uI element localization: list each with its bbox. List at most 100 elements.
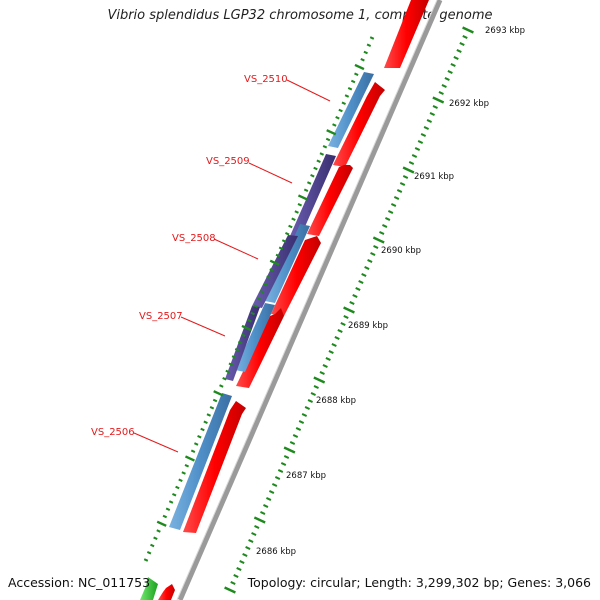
scale-minor-tick — [263, 504, 269, 508]
scale-minor-tick — [420, 133, 427, 137]
feature-dot — [209, 406, 215, 410]
feature-dot — [222, 377, 227, 381]
scale-major-tick — [343, 306, 355, 314]
feature-dot — [347, 87, 353, 91]
scale-major-tick — [224, 586, 236, 594]
feature-dot — [269, 268, 274, 272]
gene-label: VS_2509 — [206, 156, 250, 167]
scale-minor-tick — [283, 455, 290, 459]
feature-dot — [354, 72, 359, 76]
scale-minor-tick — [245, 546, 251, 550]
feature-dot — [206, 413, 212, 417]
feature-dot — [213, 390, 224, 397]
scale-minor-tick — [230, 581, 236, 585]
scale-minor-tick — [236, 567, 242, 571]
feature-dot — [143, 558, 149, 562]
scale-major-tick — [402, 166, 415, 174]
feature-dot — [250, 311, 255, 316]
feature-dot — [156, 520, 167, 527]
scale-minor-tick — [373, 245, 379, 249]
feature-dot — [291, 217, 296, 221]
scale-minor-tick — [239, 560, 245, 564]
scale-minor-tick — [325, 357, 331, 361]
scale-minor-tick — [307, 399, 313, 403]
feature-dot — [253, 304, 259, 308]
blast-hit-block — [328, 72, 374, 148]
feature-dot — [278, 246, 284, 250]
scale-minor-tick — [295, 427, 302, 431]
scale-minor-tick — [385, 217, 391, 221]
scale-minor-tick — [313, 385, 319, 389]
scale-minor-tick — [387, 210, 394, 214]
scale-major-tick — [462, 26, 474, 34]
gene-leader — [248, 162, 293, 184]
accession-text: Accession: NC_011753 — [8, 575, 151, 590]
feature-dot — [184, 455, 195, 462]
feature-dot — [228, 362, 233, 366]
gene-label: VS_2507 — [139, 311, 183, 322]
scale-minor-tick — [310, 392, 316, 396]
cds-arrow — [307, 165, 353, 236]
scale-minor-tick — [251, 532, 257, 536]
feature-dot — [241, 333, 246, 337]
feature-dot — [247, 319, 252, 323]
feature-dot — [241, 324, 252, 332]
gene-leader — [180, 316, 226, 337]
cds-arrow — [158, 584, 175, 600]
feature-dot — [153, 536, 158, 540]
feature-dot — [181, 471, 186, 475]
scale-minor-tick — [414, 147, 421, 151]
cds-arrow — [236, 308, 284, 388]
cds-arrow — [271, 236, 321, 316]
feature-dot — [175, 485, 180, 490]
scale-label: 2686 kbp — [256, 547, 296, 557]
scale-minor-tick — [444, 77, 450, 81]
scale-minor-tick — [402, 175, 409, 179]
scale-label: 2692 kbp — [449, 99, 489, 109]
feature-dot — [200, 427, 205, 432]
feature-dot — [335, 116, 340, 120]
feature-dot — [319, 152, 325, 156]
scale-minor-tick — [352, 294, 358, 298]
feature-dot — [237, 340, 243, 345]
scale-minor-tick — [268, 490, 275, 494]
genome-summary-text: Topology: circular; Length: 3,299,302 bp… — [247, 575, 591, 590]
feature-dot — [369, 36, 375, 40]
blast-hit-block — [235, 303, 275, 372]
feature-dot — [303, 188, 309, 192]
gene-label: VS_2510 — [244, 74, 288, 85]
scale-label: 2691 kbp — [414, 172, 454, 182]
scale-minor-tick — [337, 329, 343, 333]
cds-arrow-green — [140, 577, 158, 600]
feature-dot — [306, 181, 312, 185]
scale-minor-tick — [277, 469, 284, 473]
scale-label: 2689 kbp — [348, 321, 388, 331]
scale-major-tick — [313, 376, 326, 384]
scale-label: 2693 kbp — [485, 26, 525, 36]
feature-dot — [316, 159, 321, 163]
gene-leader — [286, 79, 331, 102]
feature-dot — [285, 232, 290, 236]
scale-minor-tick — [459, 42, 465, 46]
scale-minor-tick — [429, 112, 435, 116]
scale-minor-tick — [334, 336, 340, 340]
scale-minor-tick — [319, 371, 325, 375]
feature-dot — [344, 94, 350, 98]
scale-minor-tick — [349, 301, 355, 305]
scale-minor-tick — [426, 119, 432, 123]
scale-minor-tick — [393, 196, 400, 200]
scale-major-tick — [253, 516, 266, 524]
scale-minor-tick — [242, 553, 248, 557]
scale-minor-tick — [266, 497, 272, 501]
scale-minor-tick — [343, 315, 349, 319]
feature-dot — [313, 166, 318, 171]
cds-arrow — [384, 0, 429, 68]
feature-dot — [297, 203, 303, 207]
feature-dot — [156, 529, 161, 533]
gene-leader — [213, 238, 259, 260]
blast-hit-block — [225, 306, 260, 381]
scale-ticks — [224, 26, 474, 594]
feature-dot — [297, 194, 308, 201]
feature-dot — [363, 50, 368, 55]
